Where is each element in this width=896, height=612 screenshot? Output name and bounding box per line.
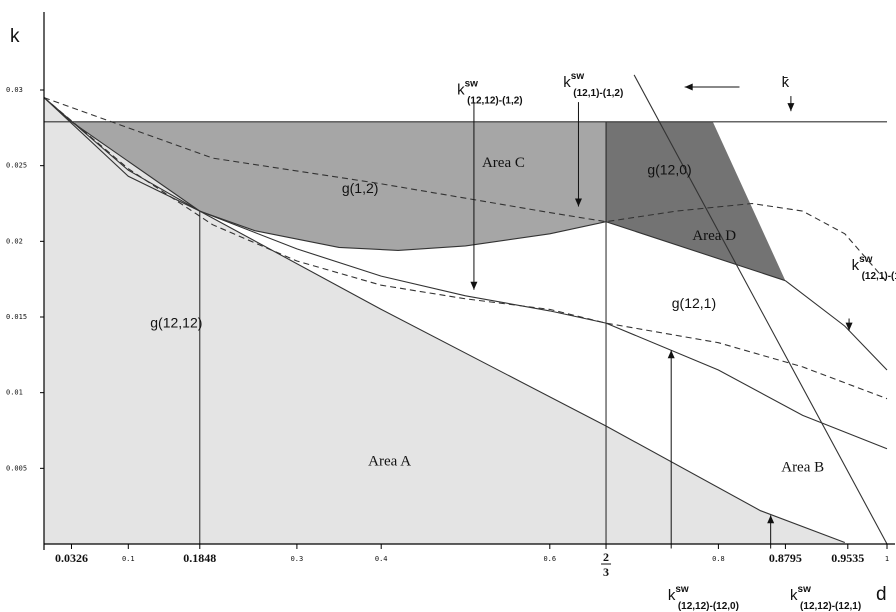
label-g-12-1: g(12,1) <box>672 295 716 311</box>
y-tick-label: 0.015 <box>6 313 27 321</box>
annotation-subscript: (12,1)-(12,0) <box>862 271 896 282</box>
regions <box>44 97 845 544</box>
arrow-head-2 <box>845 322 853 331</box>
y-tick-label: 0.01 <box>6 389 23 397</box>
x-tick-label: 0.4 <box>375 555 388 563</box>
y-tick-label: 0.025 <box>6 162 27 170</box>
annotation-subscript: (12,12)-(1,2) <box>467 96 523 107</box>
arrow-head-0 <box>470 281 478 290</box>
annotation-subscript: (12,12)-(12,1) <box>800 601 861 612</box>
arrow-head-3 <box>787 103 795 112</box>
y-tick-label: 0.005 <box>6 464 27 472</box>
series-g-1-2-ext <box>785 280 888 371</box>
y-axis-label: k <box>10 26 20 47</box>
label-g-12-0: g(12,0) <box>647 162 691 178</box>
region-area-a <box>44 97 845 544</box>
x-tick-label: 0.3 <box>291 555 304 563</box>
label-g-1-2: g(1,2) <box>342 180 379 196</box>
arrow-head-6 <box>767 515 775 524</box>
x-tick-label: 1 <box>885 555 889 563</box>
region-area-d <box>606 121 786 281</box>
series-steep-line <box>633 74 888 545</box>
annotation-k-12-12-12-0: ksw <box>668 584 689 604</box>
annotations: ksw(12,12)-(1,2)ksw(12,1)-(1,2)k̄ksw(12,… <box>457 71 896 612</box>
region-area-c <box>71 121 606 251</box>
curve-labels: Area A Area B Area C Area D g(1,2) g(12,0) g(1… <box>150 155 824 475</box>
annotation-k: k̄ <box>782 74 790 91</box>
arrow-head-4 <box>684 83 693 91</box>
x-tick-label: 0.6 <box>543 555 556 563</box>
axes: 0.0326 0.1 0.1848 0.3 0.4 0.6 0.8 0.8795 0.9535 1… <box>6 12 895 605</box>
annotation-k-12-12-1-2: ksw <box>457 79 478 99</box>
label-area-d: Area D <box>692 228 736 244</box>
x-tick-label: 0.8795 <box>769 551 802 565</box>
arrow-head-1 <box>574 198 582 207</box>
x-axis-label: d <box>876 584 887 605</box>
x-tick-label: 0.0326 <box>55 551 88 565</box>
label-area-a: Area A <box>368 453 411 469</box>
label-area-c: Area C <box>482 155 525 171</box>
series-g-12-0 <box>43 97 888 283</box>
x-tick-fraction-denominator: 3 <box>603 565 609 579</box>
x-tick-label: 0.8 <box>712 555 725 563</box>
x-tick-label: 0.9535 <box>831 551 864 565</box>
label-g-12-12: g(12,12) <box>150 315 202 331</box>
x-tick-label: 0.1 <box>122 555 135 563</box>
series-g-1-2 <box>43 97 786 282</box>
annotation-k-12-12-12-1: ksw <box>790 584 811 604</box>
series-g-12-12 <box>43 97 888 450</box>
arrow-head-5 <box>667 350 675 359</box>
annotation-k-12-1-1-2: ksw <box>563 71 584 91</box>
vertical-lines <box>199 121 607 544</box>
y-tick-label: 0.03 <box>6 86 23 94</box>
x-tick-fraction-numerator: 2 <box>603 550 609 564</box>
series-area-a-boundary <box>43 97 845 544</box>
annotation-k-12-1-12-0: ksw <box>852 254 873 274</box>
y-tick-label: 0.02 <box>6 237 23 245</box>
annotation-subscript: (12,12)-(12,0) <box>678 601 739 612</box>
series-lines <box>43 74 888 545</box>
label-area-b: Area B <box>781 459 824 475</box>
series-g-12-1 <box>43 97 888 400</box>
x-tick-label: 0.1848 <box>183 551 216 565</box>
annotation-subscript: (12,1)-(1,2) <box>573 88 623 99</box>
arrows <box>470 83 853 549</box>
